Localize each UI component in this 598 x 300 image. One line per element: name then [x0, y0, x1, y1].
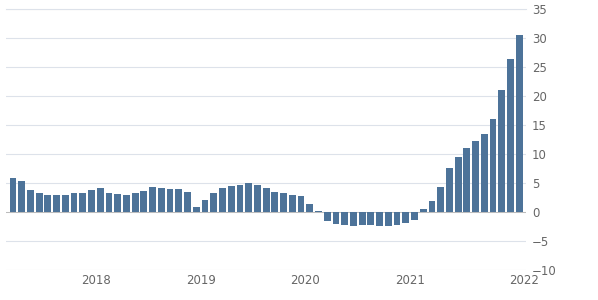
- Bar: [175, 189, 182, 212]
- Bar: [289, 195, 295, 212]
- Bar: [62, 195, 69, 212]
- Bar: [490, 119, 496, 212]
- Bar: [44, 195, 51, 212]
- Bar: [376, 212, 383, 226]
- Bar: [132, 194, 139, 212]
- Bar: [53, 195, 60, 212]
- Bar: [10, 178, 16, 212]
- Bar: [367, 212, 374, 225]
- Bar: [167, 189, 173, 212]
- Bar: [481, 134, 488, 212]
- Bar: [245, 183, 252, 212]
- Bar: [507, 59, 514, 212]
- Bar: [88, 190, 95, 212]
- Bar: [210, 193, 217, 212]
- Bar: [332, 212, 339, 224]
- Bar: [228, 186, 234, 212]
- Bar: [202, 200, 209, 212]
- Bar: [472, 141, 479, 212]
- Bar: [324, 212, 331, 221]
- Bar: [298, 196, 304, 212]
- Bar: [150, 187, 156, 212]
- Bar: [36, 194, 42, 212]
- Bar: [359, 212, 365, 225]
- Bar: [237, 185, 243, 212]
- Bar: [454, 158, 462, 212]
- Bar: [193, 207, 200, 212]
- Bar: [402, 212, 409, 223]
- Bar: [114, 194, 121, 212]
- Bar: [71, 194, 78, 212]
- Bar: [393, 212, 401, 225]
- Bar: [97, 188, 103, 212]
- Bar: [411, 212, 418, 220]
- Bar: [219, 188, 226, 212]
- Bar: [184, 192, 191, 212]
- Bar: [271, 192, 278, 212]
- Bar: [498, 90, 505, 212]
- Bar: [263, 188, 270, 212]
- Bar: [19, 181, 25, 212]
- Bar: [123, 195, 130, 212]
- Bar: [516, 34, 523, 212]
- Bar: [280, 193, 287, 212]
- Bar: [80, 194, 86, 212]
- Bar: [27, 190, 34, 212]
- Bar: [446, 168, 453, 212]
- Bar: [385, 212, 392, 226]
- Bar: [141, 190, 147, 212]
- Bar: [306, 204, 313, 212]
- Bar: [437, 187, 444, 212]
- Bar: [350, 212, 357, 226]
- Bar: [463, 148, 470, 212]
- Bar: [420, 209, 426, 212]
- Bar: [106, 193, 112, 212]
- Bar: [341, 212, 348, 225]
- Bar: [429, 201, 435, 212]
- Bar: [254, 185, 261, 212]
- Bar: [158, 188, 165, 212]
